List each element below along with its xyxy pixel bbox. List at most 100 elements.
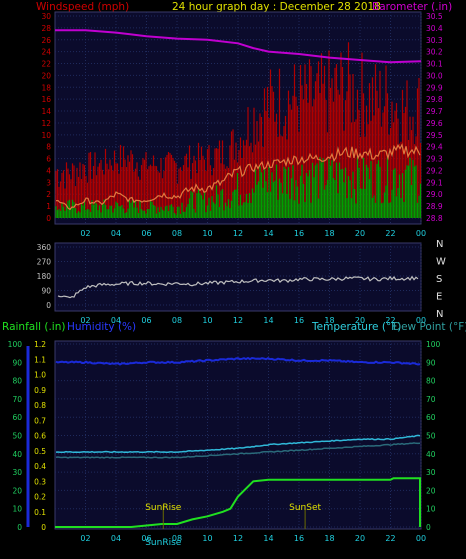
x-tick-label: 10 [202,229,212,238]
rain-y-tick-label: 1.1 [34,355,46,364]
x-tick-label: 18 [324,229,334,238]
direction-letter: E [436,292,442,303]
wind-y-tick-label: 24 [41,48,51,57]
wind-y-tick-label: 16 [41,95,51,104]
wind-y-tick-label: 22 [41,60,51,69]
wind-average-line [55,143,421,211]
humidity-y-tick-label: 80 [12,377,22,386]
x-tick-label: 20 [355,229,365,238]
temp-y-tick-label: 100 [426,340,441,349]
x-tick-label: 12 [233,534,243,543]
x-tick-label: 18 [324,534,334,543]
baro-y-tick-label: 29.5 [426,131,443,140]
sunrise-label: SunRise [145,503,182,513]
baro-y-tick-label: 29.2 [426,166,443,175]
x-tick-label: 22 [385,534,395,543]
x-tick-label: 06 [141,316,151,325]
temperature-line [55,434,421,454]
x-tick-label: 08 [172,534,182,543]
barometer-line [55,29,422,64]
sunset-label: SunSet [289,503,321,513]
baro-y-tick-label: 28.9 [426,202,443,211]
baro-y-tick-label: 30.2 [426,48,443,57]
temp-y-tick-label: 10 [426,505,436,514]
x-tick-label: 22 [385,229,395,238]
wind-y-tick-label: 3 [46,178,51,187]
humidity-y-tick-label: 60 [12,413,22,422]
rain-y-tick-label: 0.2 [34,493,46,502]
rain-y-tick-label: 0.5 [34,447,46,456]
wind-y-tick-label: 0 [46,214,51,223]
rain-y-tick-label: 0.4 [34,462,46,471]
temp-y-tick-label: 90 [426,358,436,367]
dew-point-line [55,442,421,459]
speed-series [55,156,422,218]
direction-y-tick-label: 0 [46,301,51,310]
rain-y-tick-label: 0.3 [34,477,46,486]
barometer-axis-title: Barometer (.in) [372,1,452,13]
temp-y-tick-label: 70 [426,395,436,404]
x-tick-label: 04 [111,229,121,238]
x-tick-label: 10 [202,316,212,325]
rain-y-tick-label: 0.9 [34,386,46,395]
wind-y-tick-label: 2 [46,190,51,199]
temp-y-tick-label: 20 [426,486,436,495]
wind-y-tick-label: 10 [41,131,51,140]
temp-y-tick-label: 0 [426,523,431,532]
rain-y-tick-label: 0.6 [34,432,46,441]
baro-y-tick-label: 29.4 [426,143,443,152]
rain-y-tick-label: 0.8 [34,401,46,410]
wind-direction-line [57,275,419,299]
rainfall-axis-title: Rainfall (.in) [2,321,65,333]
x-tick-label: 02 [80,534,90,543]
x-tick-label: 16 [294,534,304,543]
direction-letter: N [436,239,443,250]
temp-y-tick-label: 50 [426,432,436,441]
wind-y-tick-label: 1 [46,202,51,211]
temp-y-tick-label: 40 [426,450,436,459]
x-tick-label: 14 [263,229,273,238]
baro-y-tick-label: 29.0 [426,190,443,199]
baro-y-tick-label: 29.9 [426,83,443,92]
wind-y-tick-label: 28 [41,24,51,33]
direction-y-tick-label: 180 [37,272,52,281]
humidity-axis-title: Humidity (%) [67,321,136,333]
x-tick-label: 00 [416,229,426,238]
x-tick-label: 08 [172,316,182,325]
humidity-y-tick-label: 100 [8,340,23,349]
x-tick-label: 06 [141,534,151,543]
humidity-y-tick-label: 20 [12,486,22,495]
x-tick-label: 02 [80,229,90,238]
rain-y-tick-label: 1.2 [34,340,46,349]
sunrise-bottom-label: SunRise [145,538,182,548]
wind-y-tick-label: 18 [41,83,51,92]
x-tick-label: 20 [355,316,365,325]
series-lines [55,29,422,528]
wind-y-tick-label: 30 [41,12,51,21]
baro-y-tick-label: 30.3 [426,36,443,45]
humidity-y-tick-label: 0 [17,523,22,532]
windspeed-axis-title: Windspeed (mph) [36,1,129,13]
x-tick-label: 14 [263,534,273,543]
rain-y-tick-label: 0.1 [34,508,46,517]
x-tick-label: 02 [80,316,90,325]
baro-y-tick-label: 30.1 [426,60,443,69]
x-tick-label: 04 [111,316,121,325]
dew-point-axis-title: Dew Point (°F) [393,321,466,333]
wind-y-tick-label: 6 [46,155,51,164]
x-tick-label: 08 [172,229,182,238]
humidity-y-tick-label: 90 [12,358,22,367]
wind-y-tick-label: 20 [41,71,51,80]
baro-y-tick-label: 28.8 [426,214,443,223]
baro-y-tick-label: 30.0 [426,71,443,80]
direction-letter: W [436,257,446,268]
direction-y-tick-label: 270 [37,258,52,267]
baro-y-tick-label: 29.8 [426,95,443,104]
baro-y-tick-label: 29.7 [426,107,443,116]
x-tick-label: 00 [416,316,426,325]
humidity-y-tick-label: 70 [12,395,22,404]
chart-title: 24 hour graph day : December 28 2018 [172,1,381,13]
wind-y-tick-label: 4 [46,166,51,175]
